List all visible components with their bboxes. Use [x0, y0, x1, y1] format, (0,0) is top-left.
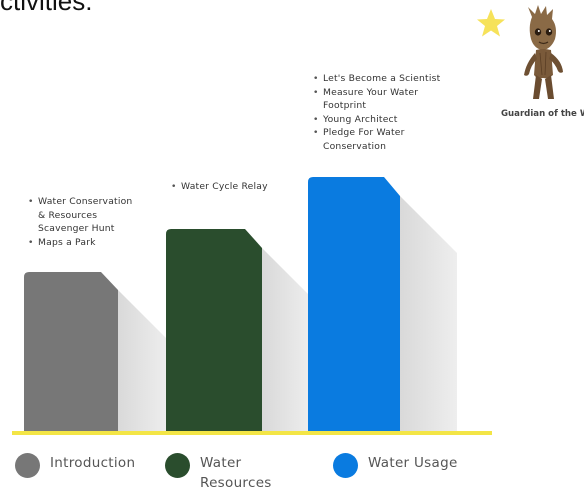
bar-shadow-introduction — [118, 290, 168, 432]
activity-item: Water Cycle Relay — [171, 180, 283, 194]
water-resources-activities: Water Cycle Relay — [163, 180, 283, 194]
bar-introduction — [24, 272, 118, 432]
bar-shadow-water-usage — [400, 196, 457, 432]
legend-item-water-resources: Water Resources — [165, 453, 290, 493]
legend-dot — [333, 453, 358, 478]
bar-water-resources — [166, 229, 262, 432]
water-usage-activities: Let's Become a Scientist Measure Your Wa… — [305, 72, 445, 154]
baseline-divider — [12, 431, 492, 435]
activity-item: Young Architect — [313, 113, 445, 127]
legend-label: Introduction — [50, 455, 136, 471]
activity-item: Measure Your Water Footprint — [313, 86, 445, 113]
legend-item-introduction: Introduction — [15, 453, 135, 478]
legend-dot — [165, 453, 190, 478]
legend-dot — [15, 453, 40, 478]
activity-item: Water Conservation & Resources Scavenger… — [28, 195, 140, 236]
bar-water-usage — [308, 177, 400, 432]
introduction-activities: Water Conservation & Resources Scavenger… — [20, 195, 140, 249]
activity-item: Let's Become a Scientist — [313, 72, 445, 86]
bar-shadow-water-resources — [262, 248, 312, 432]
groot-character-image — [524, 5, 563, 99]
activity-item: Maps a Park — [28, 236, 140, 250]
legend-label: Water Resources — [200, 455, 272, 491]
legend-item-water-usage: Water Usage — [333, 453, 458, 478]
legend-label: Water Usage — [368, 455, 458, 471]
page-title-fragment: ctivities: — [0, 0, 93, 16]
guardian-caption: Guardian of the Water — [500, 109, 584, 119]
activity-item: Pledge For Water Conservation — [313, 126, 445, 153]
star-icon — [477, 9, 505, 37]
